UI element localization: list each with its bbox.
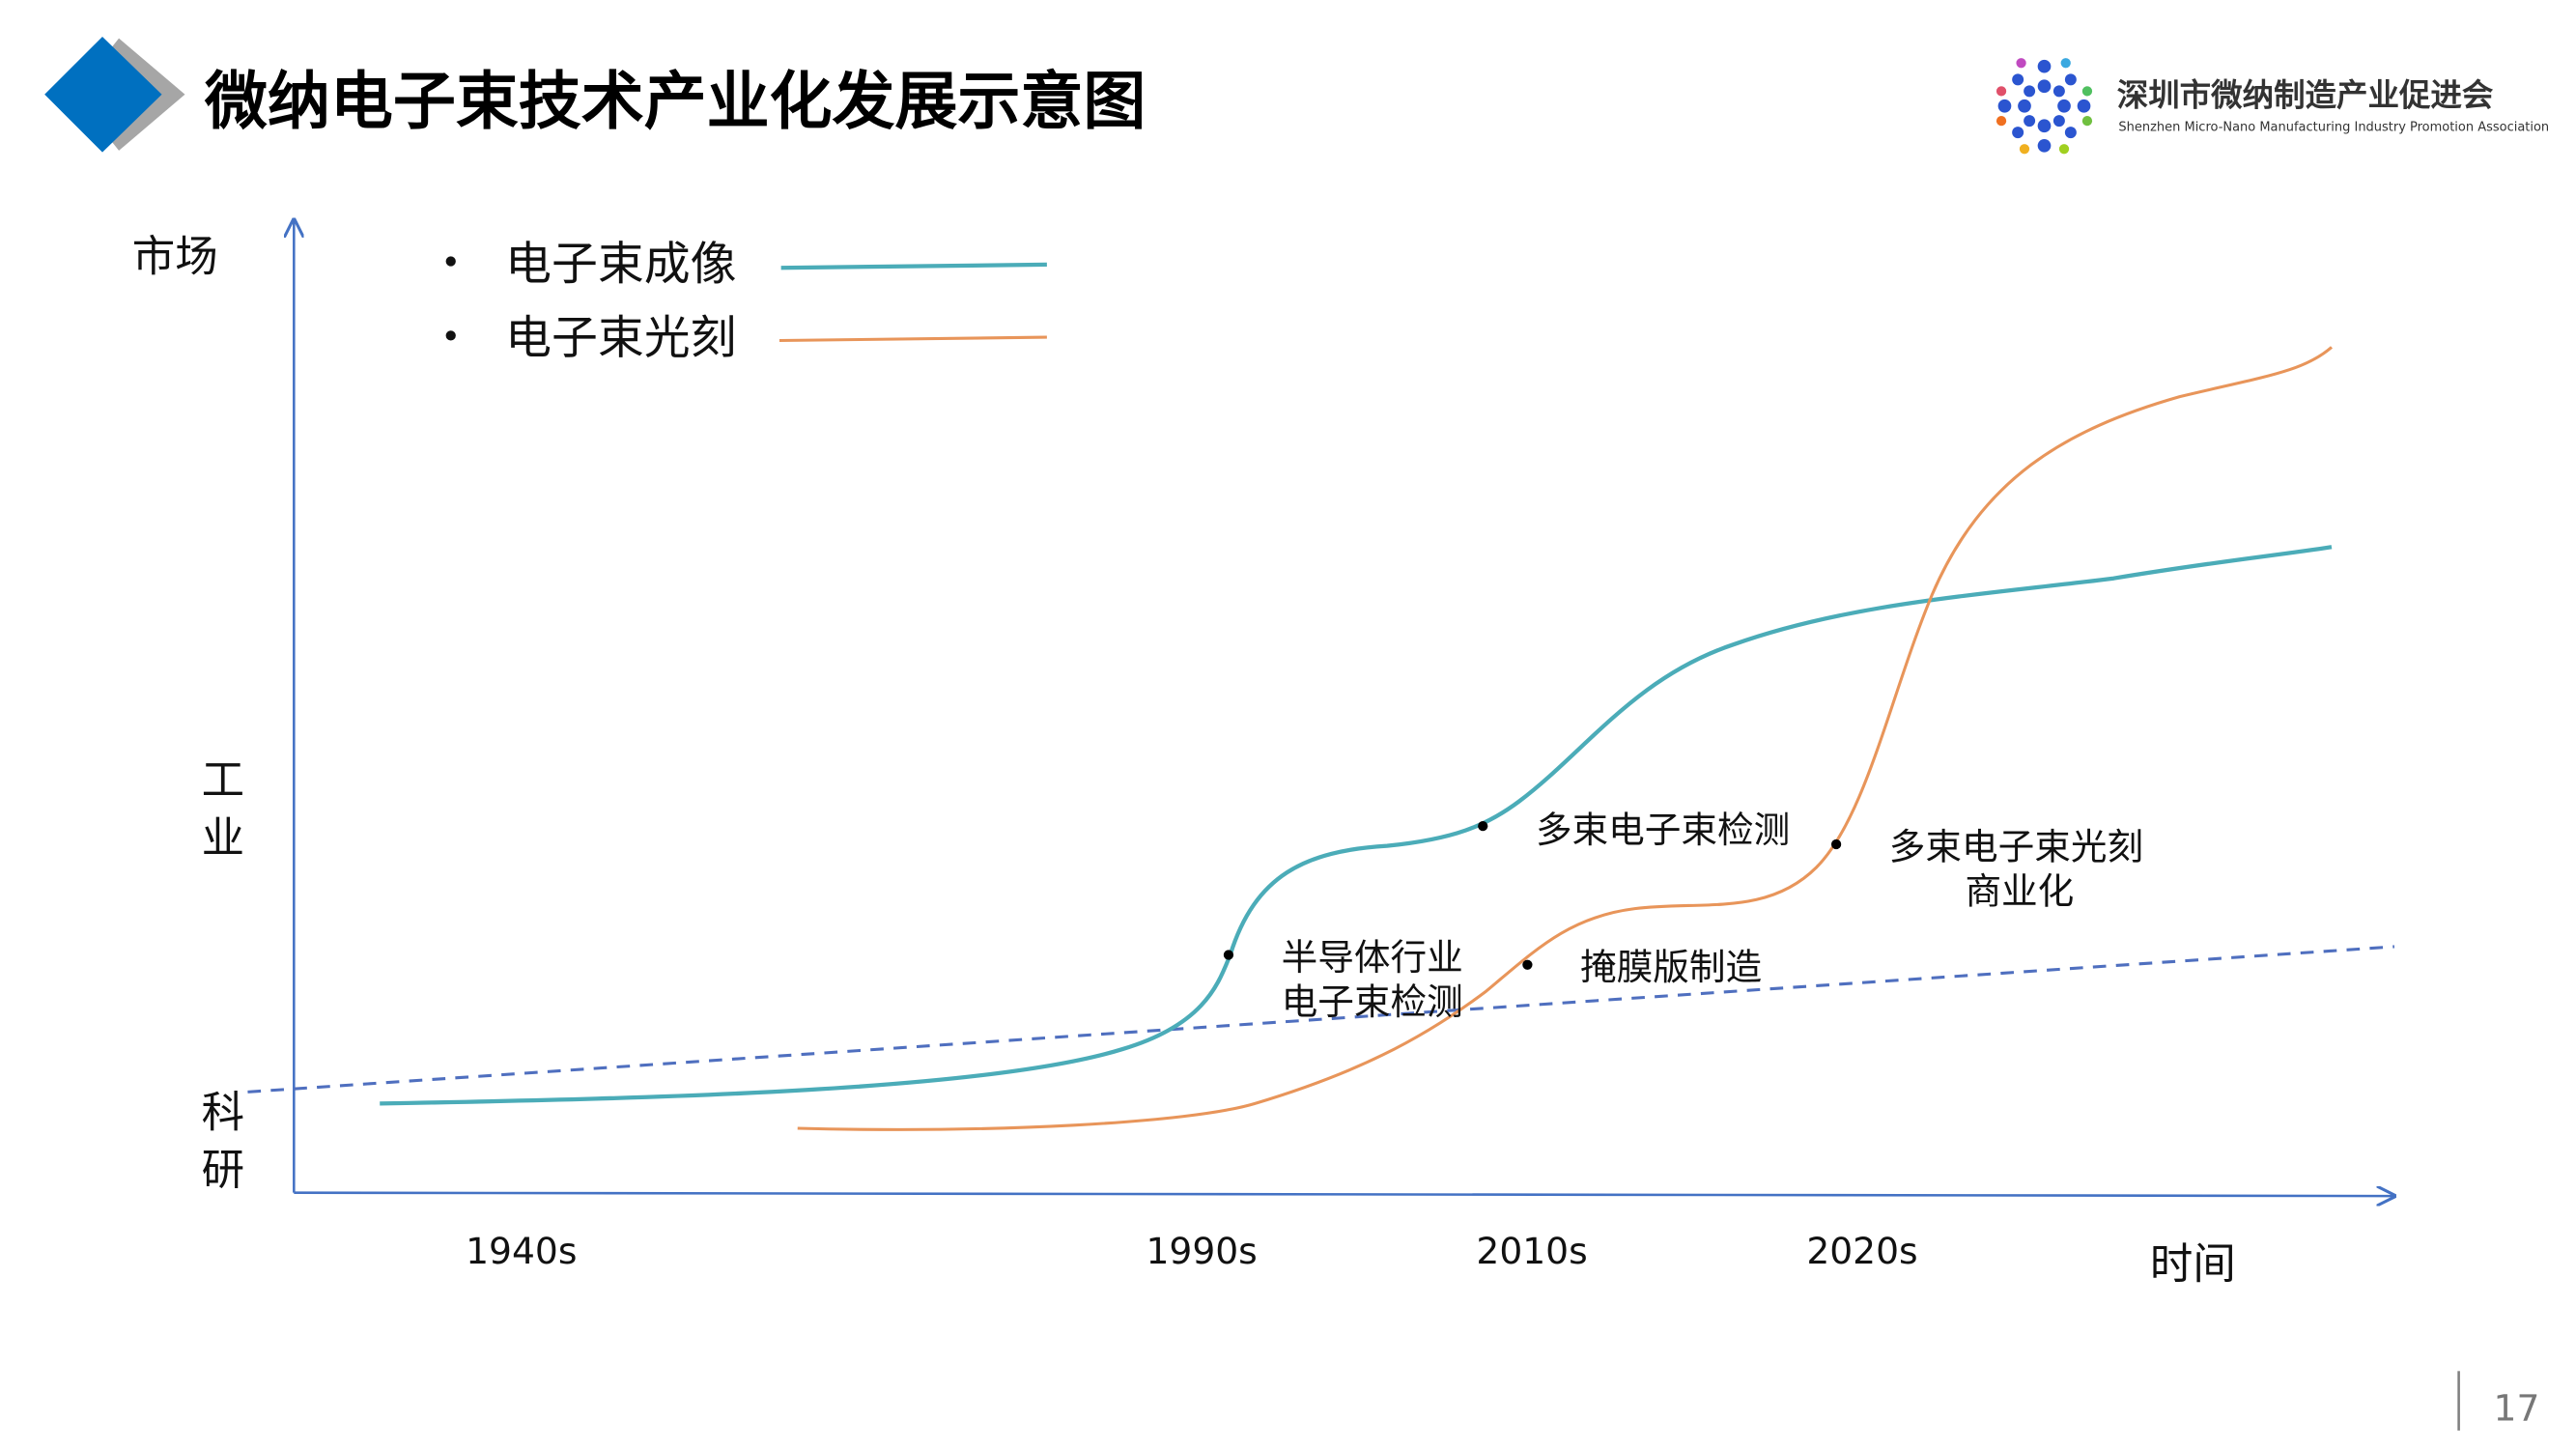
legend-bullet xyxy=(445,256,456,267)
research-industry-divider xyxy=(247,945,2395,1094)
annotation-semiconductor-line2: 电子束检测 xyxy=(1282,980,1463,1023)
y-level-research-char1: 科 xyxy=(202,1088,244,1137)
milestone-dot xyxy=(1478,821,1488,832)
milestone-dot xyxy=(1223,950,1234,960)
milestone-dot xyxy=(1830,838,1842,850)
annotation-multibeam-inspection: 多束电子束检测 xyxy=(1536,809,1790,851)
lithography-curve xyxy=(797,346,2333,1131)
page-title: 微纳电子束技术产业化发展示意图 xyxy=(204,66,1146,138)
logo-name-en: Shenzhen Micro-Nano Manufacturing Indust… xyxy=(2118,120,2549,134)
annotation-semiconductor-line1: 半导体行业 xyxy=(1282,936,1463,979)
page-number: 17 xyxy=(2494,1387,2540,1430)
y-level-industry-char1: 工 xyxy=(202,756,244,806)
x-tick-1990s: 1990s xyxy=(1146,1230,1257,1272)
annotation-multibeam-litho-line2: 商业化 xyxy=(1965,869,2074,912)
legend-line-imaging xyxy=(780,262,1047,270)
legend-line-lithography xyxy=(778,335,1047,343)
y-axis-label: 市场 xyxy=(132,233,218,282)
legend-label-imaging: 电子束成像 xyxy=(505,238,736,291)
imaging-curve xyxy=(380,545,2333,1106)
x-axis xyxy=(294,1193,2394,1196)
x-tick-2010s: 2010s xyxy=(1476,1230,1587,1272)
legend: 电子束成像 电子束光刻 xyxy=(445,238,1047,365)
title-diamond-icon xyxy=(44,36,185,153)
y-level-industry-char2: 业 xyxy=(202,813,244,863)
legend-bullet xyxy=(445,330,456,341)
milestone-dot xyxy=(1522,959,1533,970)
x-tick-2020s: 2020s xyxy=(1806,1230,1917,1272)
annotation-multibeam-litho-line1: 多束电子束光刻 xyxy=(1889,825,2143,867)
legend-label-lithography: 电子束光刻 xyxy=(505,312,736,365)
logo-name-cn: 深圳市微纳制造产业促进会 xyxy=(2117,77,2494,114)
annotation-mask-making: 掩膜版制造 xyxy=(1580,946,1762,988)
x-tick-1940s: 1940s xyxy=(466,1230,577,1272)
logo-molecule-icon xyxy=(1996,58,2093,155)
association-logo: 深圳市微纳制造产业促进会 Shenzhen Micro-Nano Manufac… xyxy=(1996,58,2549,155)
y-level-research-char2: 研 xyxy=(202,1146,244,1195)
x-axis-label: 时间 xyxy=(2150,1240,2236,1290)
